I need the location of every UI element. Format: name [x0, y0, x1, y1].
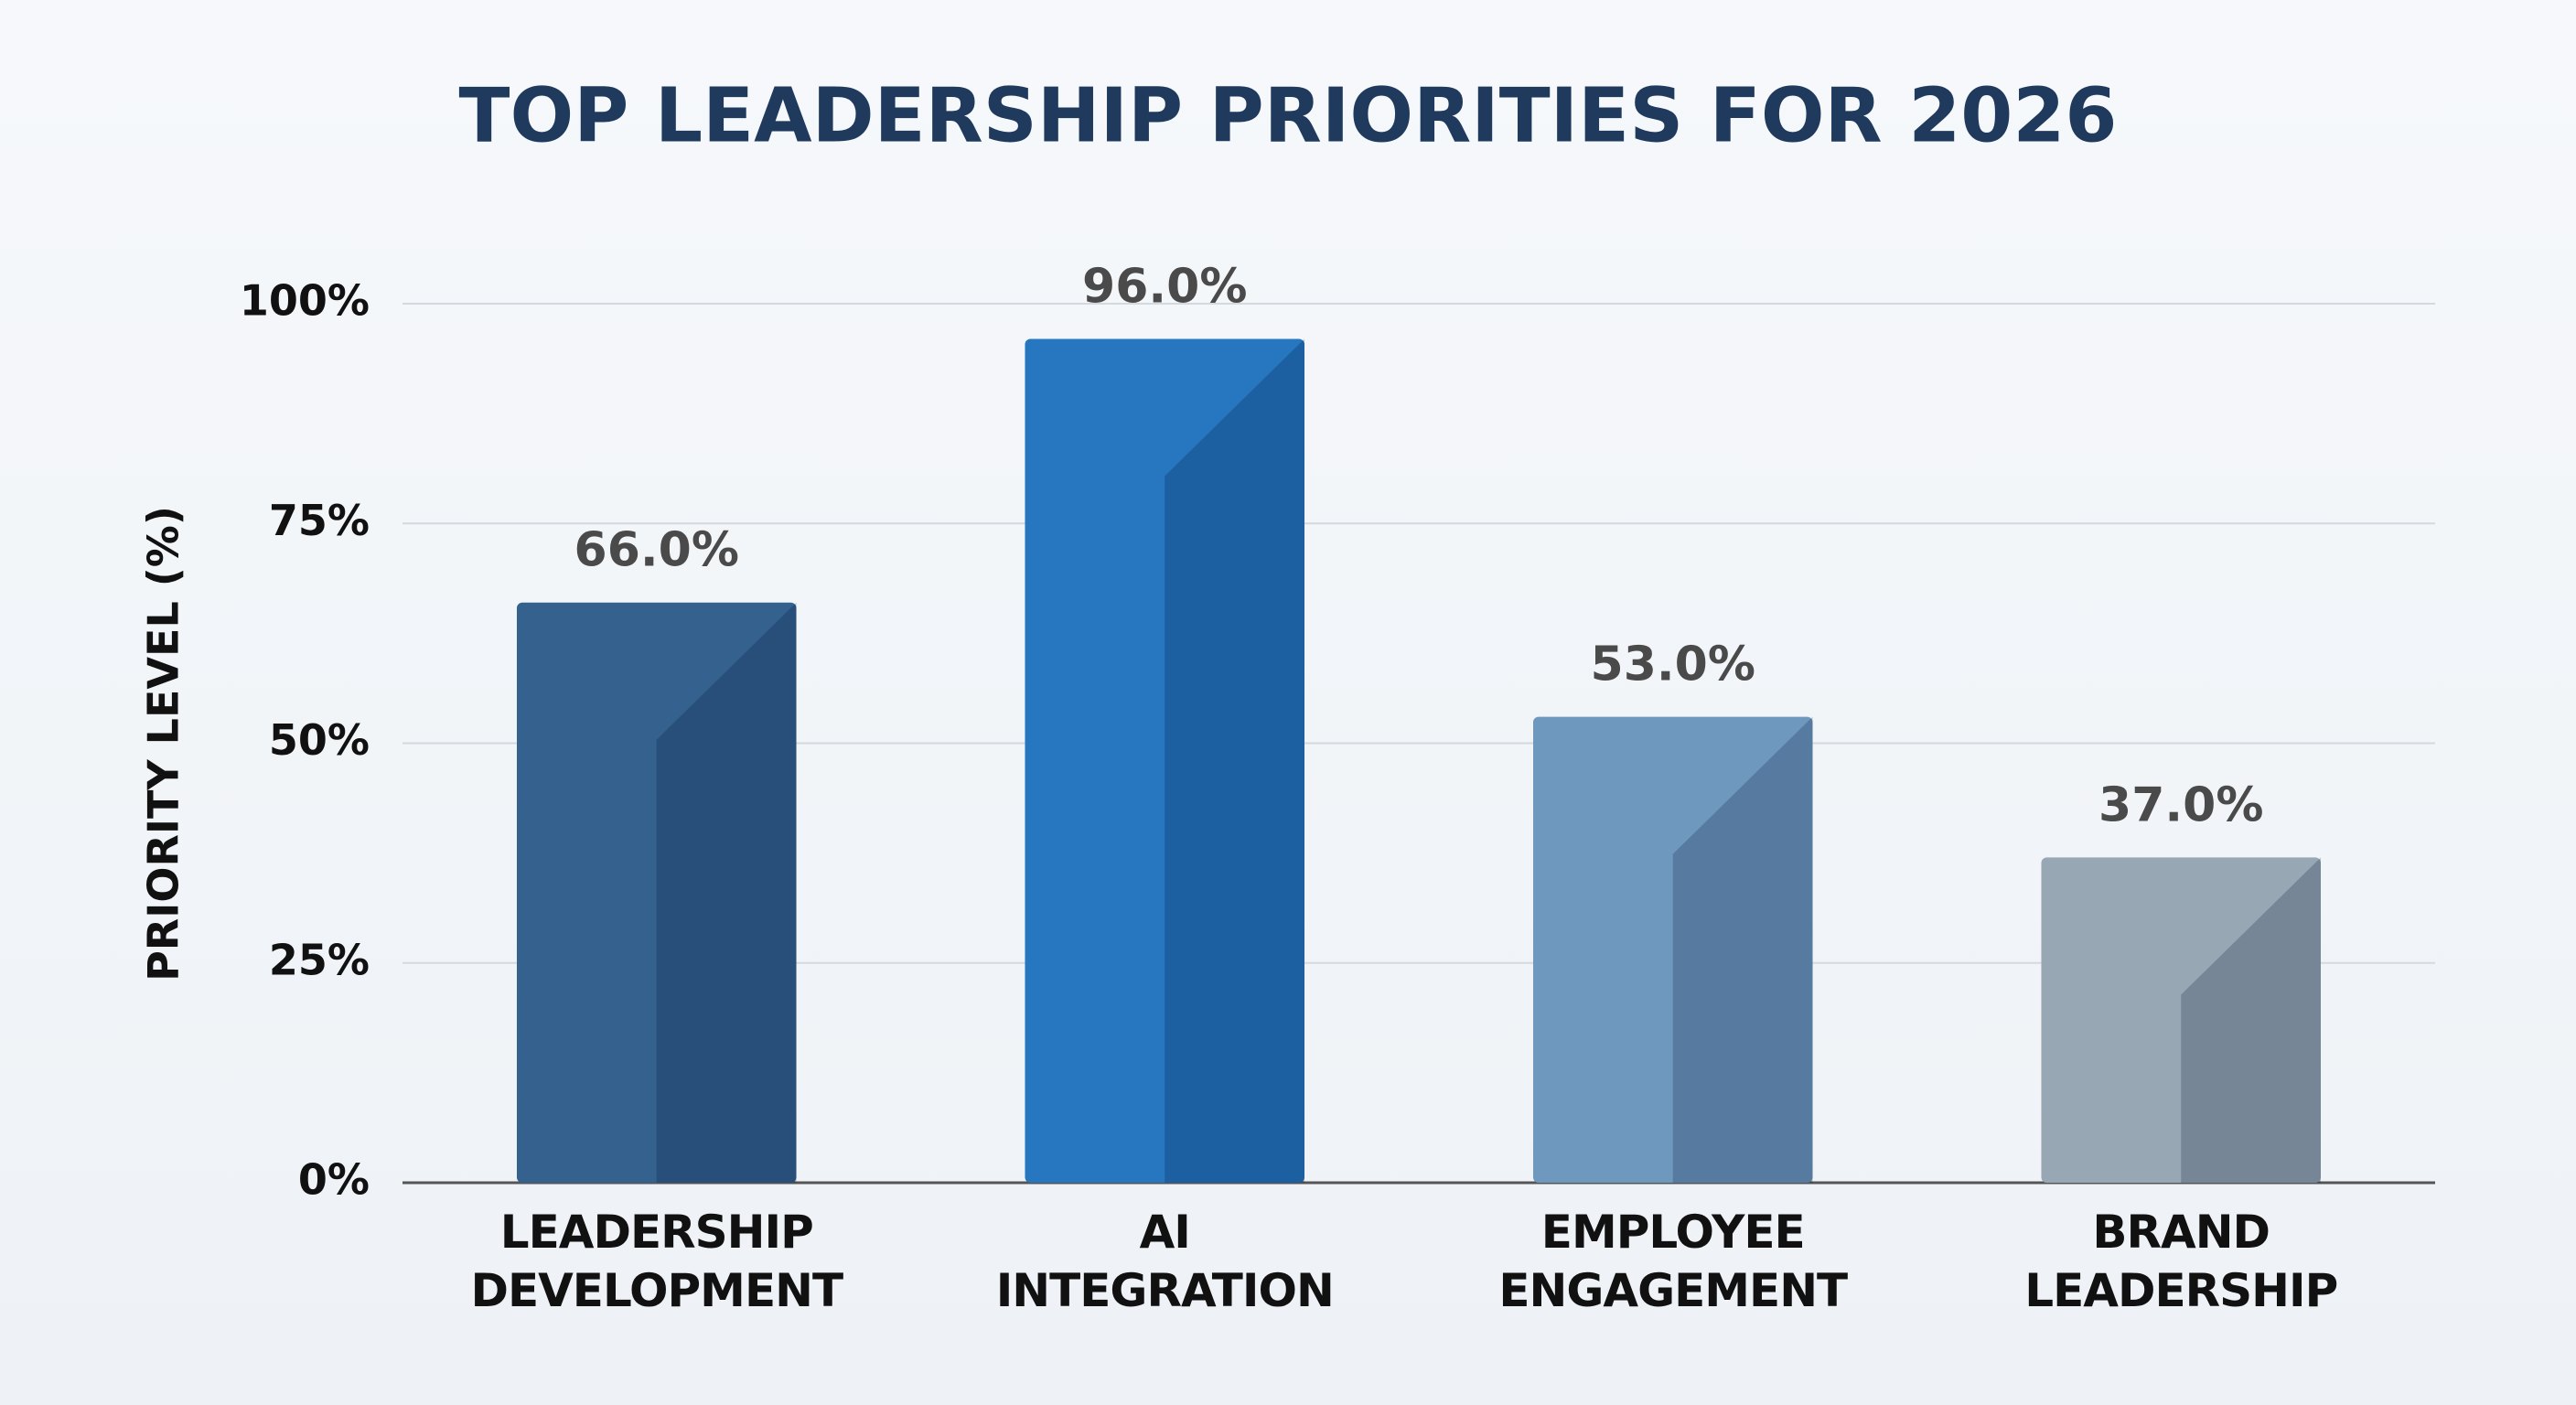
x-tick-label: EMPLOYEE ENGAGEMENT	[1498, 1206, 1848, 1317]
chart-title: TOP LEADERSHIP PRIORITIES FOR 2026	[459, 72, 2118, 159]
x-tick-label: BRAND LEADERSHIP	[2024, 1206, 2338, 1317]
x-tick-label: LEADERSHIP DEVELOPMENT	[470, 1206, 843, 1317]
bar-shade	[1165, 338, 1305, 1183]
bar-shade	[656, 602, 797, 1183]
bar	[516, 602, 797, 1183]
value-label: 66.0%	[574, 523, 739, 578]
y-tick-label: 100%	[240, 276, 370, 326]
bar	[1532, 716, 1813, 1183]
bar	[2041, 857, 2322, 1183]
y-tick-label: 0%	[298, 1155, 370, 1205]
y-tick-label: 25%	[269, 935, 370, 984]
y-tick-label: 75%	[269, 496, 370, 545]
value-label: 37.0%	[2098, 778, 2263, 832]
y-tick-label: 50%	[269, 715, 370, 765]
bar-shade	[1672, 716, 1813, 1183]
y-axis-label: PRIORITY LEVEL (%)	[139, 506, 188, 981]
value-label: 96.0%	[1082, 259, 1247, 314]
bar	[1025, 338, 1305, 1183]
value-label: 53.0%	[1591, 638, 1755, 692]
x-tick-label: AI INTEGRATION	[995, 1206, 1335, 1317]
bar-shade	[2181, 857, 2322, 1183]
